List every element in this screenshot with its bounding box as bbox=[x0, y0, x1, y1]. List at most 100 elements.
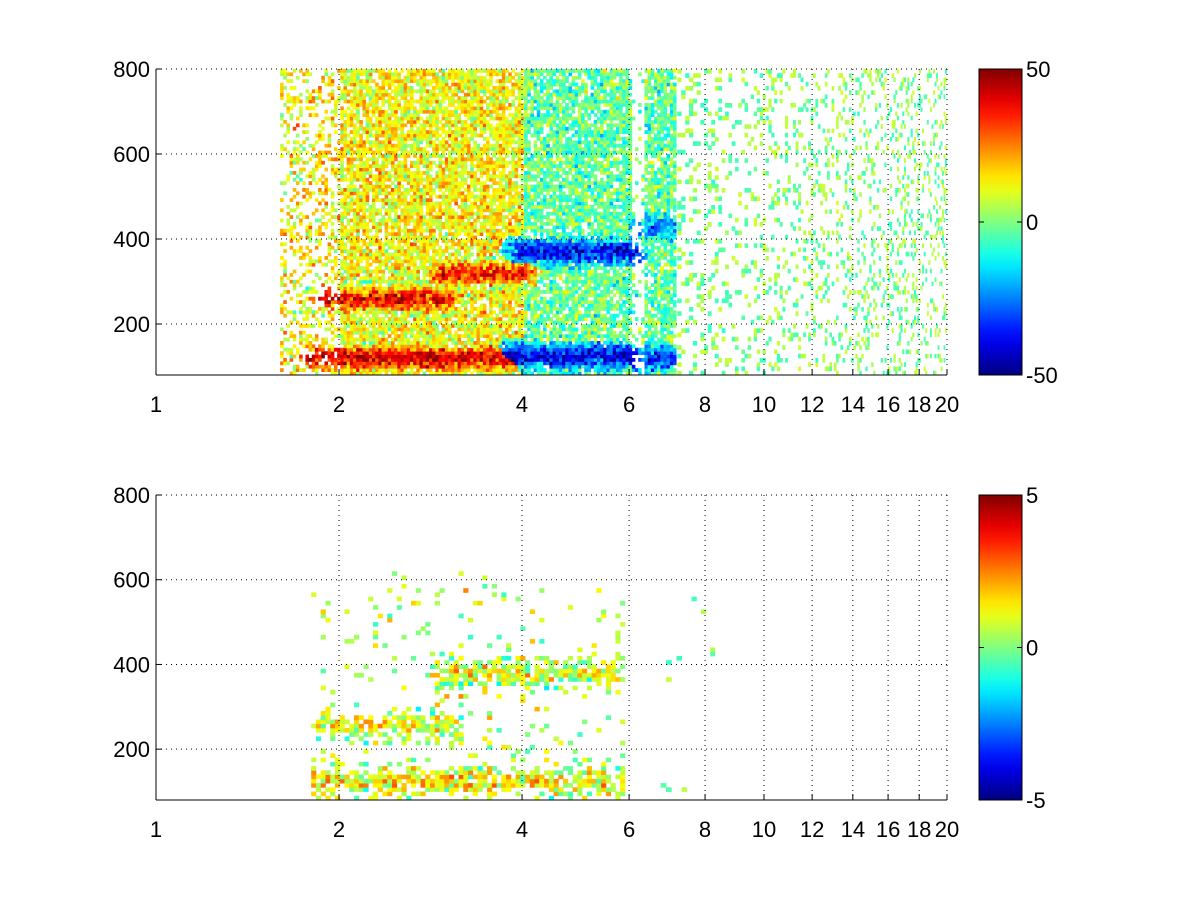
heatmap-cell bbox=[362, 96, 367, 100]
heatmap-cell bbox=[501, 157, 506, 162]
heatmap-cell bbox=[365, 72, 370, 77]
heatmap-cell bbox=[419, 208, 424, 213]
heatmap-cell bbox=[413, 137, 417, 141]
heatmap-cell bbox=[295, 133, 300, 138]
heatmap-cell bbox=[314, 140, 319, 145]
heatmap-cell bbox=[425, 242, 430, 247]
heatmap-cell bbox=[482, 273, 487, 277]
heatmap-cell bbox=[356, 273, 360, 277]
heatmap-cell bbox=[403, 283, 408, 287]
heatmap-cell bbox=[444, 276, 449, 281]
heatmap-cell bbox=[492, 147, 496, 151]
heatmap-cell bbox=[422, 222, 427, 226]
heatmap-cell bbox=[451, 99, 455, 104]
heatmap-cell bbox=[508, 181, 512, 185]
heatmap-cell bbox=[501, 225, 506, 230]
heatmap-cell bbox=[517, 334, 522, 338]
heatmap-cell bbox=[406, 215, 411, 219]
heatmap-cell bbox=[416, 303, 420, 308]
heatmap-cell bbox=[473, 157, 477, 162]
heatmap-cell bbox=[451, 157, 455, 162]
heatmap-cell bbox=[463, 245, 468, 250]
heatmap-cell bbox=[454, 133, 458, 138]
heatmap-cell bbox=[422, 259, 427, 264]
heatmap-cell bbox=[511, 337, 515, 342]
heatmap-cell bbox=[400, 228, 405, 233]
heatmap-cell bbox=[514, 364, 519, 369]
heatmap-cell bbox=[432, 109, 436, 114]
heatmap-cell bbox=[292, 286, 297, 291]
heatmap-cell bbox=[511, 167, 515, 172]
heatmap-cell bbox=[378, 123, 382, 128]
heatmap-cell bbox=[425, 249, 430, 253]
heatmap-cell bbox=[333, 358, 338, 362]
heatmap-cell bbox=[346, 120, 351, 124]
heatmap-cell bbox=[463, 242, 468, 247]
heatmap-cell bbox=[403, 79, 408, 83]
heatmap-cell bbox=[501, 215, 506, 219]
heatmap-cell bbox=[435, 310, 439, 315]
heatmap-cell bbox=[416, 174, 420, 179]
heatmap-cell bbox=[517, 351, 522, 355]
heatmap-cell bbox=[391, 256, 395, 260]
heatmap-cell bbox=[299, 235, 303, 240]
heatmap-cell bbox=[295, 140, 300, 145]
heatmap-cell bbox=[451, 143, 455, 148]
heatmap-cell bbox=[413, 266, 417, 270]
heatmap-cell bbox=[397, 92, 401, 97]
heatmap-cell bbox=[479, 354, 484, 359]
heatmap-cell bbox=[467, 184, 471, 189]
heatmap-cell bbox=[422, 69, 427, 73]
heatmap-cell bbox=[371, 296, 376, 301]
heatmap-cell bbox=[391, 368, 395, 372]
heatmap-cell bbox=[517, 184, 522, 189]
heatmap-cell bbox=[381, 327, 386, 332]
heatmap-cell bbox=[479, 79, 484, 83]
heatmap-cell bbox=[438, 69, 443, 73]
heatmap-cell bbox=[435, 249, 439, 253]
heatmap-cell bbox=[419, 150, 424, 155]
heatmap-cell bbox=[498, 279, 503, 284]
heatmap-cell bbox=[432, 371, 436, 375]
heatmap-cell bbox=[289, 72, 294, 77]
heatmap-cell bbox=[482, 126, 487, 131]
heatmap-cell bbox=[501, 133, 506, 138]
heatmap-cell bbox=[340, 320, 344, 325]
heatmap-cell bbox=[413, 259, 417, 264]
heatmap-cell bbox=[362, 334, 367, 338]
heatmap-cell bbox=[391, 208, 395, 213]
heatmap-cell bbox=[438, 276, 443, 281]
heatmap-cell bbox=[489, 337, 493, 342]
heatmap-cell bbox=[470, 276, 474, 281]
heatmap-cell bbox=[470, 262, 474, 267]
heatmap-cell bbox=[318, 154, 322, 158]
heatmap-cell bbox=[362, 130, 367, 134]
heatmap-cell bbox=[391, 75, 395, 80]
heatmap-cell bbox=[387, 252, 392, 257]
heatmap-cell bbox=[346, 205, 351, 209]
heatmap-cell bbox=[308, 341, 313, 345]
heatmap-cell bbox=[381, 174, 386, 179]
heatmap-cell bbox=[467, 239, 471, 243]
heatmap-cell bbox=[356, 354, 360, 359]
heatmap-cell bbox=[495, 86, 500, 90]
heatmap-cell bbox=[343, 286, 348, 291]
heatmap-cell bbox=[479, 211, 484, 216]
heatmap-cell bbox=[403, 252, 408, 257]
heatmap-cell bbox=[422, 79, 427, 83]
heatmap-cell bbox=[403, 344, 408, 349]
heatmap-cell bbox=[356, 269, 360, 274]
heatmap-cell bbox=[289, 358, 294, 362]
heatmap-cell bbox=[384, 259, 389, 264]
heatmap-cell bbox=[378, 252, 382, 257]
heatmap-cell bbox=[501, 143, 506, 148]
heatmap-cell bbox=[318, 228, 322, 233]
heatmap-cell bbox=[403, 96, 408, 100]
heatmap-cell bbox=[432, 276, 436, 281]
heatmap-cell bbox=[444, 249, 449, 253]
heatmap-cell bbox=[371, 194, 376, 199]
heatmap-cell bbox=[365, 92, 370, 97]
heatmap-cell bbox=[489, 113, 493, 117]
heatmap-cell bbox=[384, 116, 389, 121]
heatmap-cell bbox=[476, 89, 481, 94]
